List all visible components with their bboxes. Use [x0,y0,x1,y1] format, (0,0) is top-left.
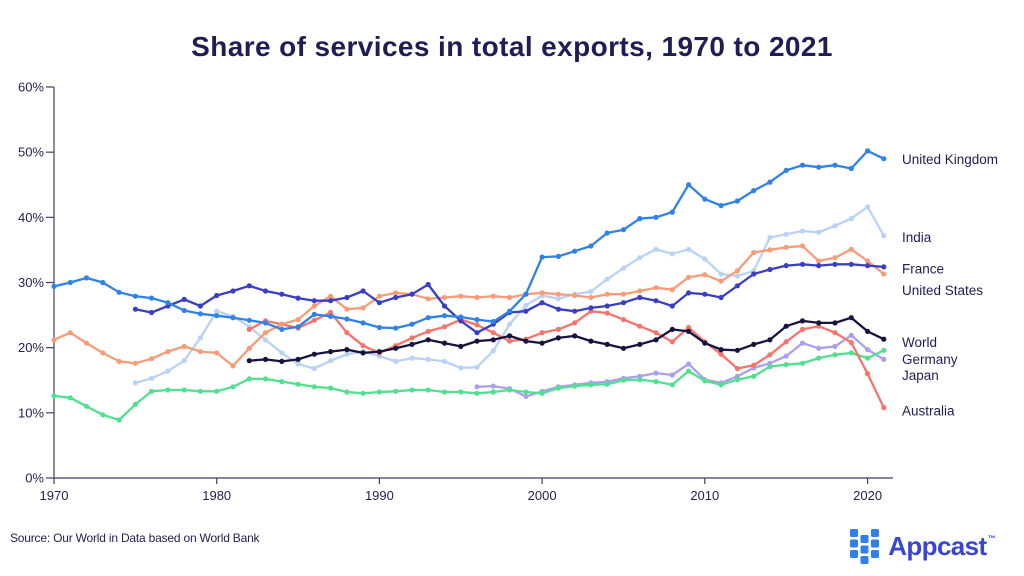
series-line-united-states [52,244,885,368]
series-label-france: France [902,261,944,276]
appcast-logo: Appcast™ [850,526,996,566]
series-label-germany: Germany [902,352,958,367]
series-points-world [246,315,887,364]
appcast-grid-icon [850,529,880,564]
appcast-wordmark: Appcast™ [888,531,996,561]
series-label-japan: Japan [902,368,939,383]
y-tick-label: 20% [18,340,44,355]
x-tick-label: 1990 [365,488,394,503]
series-line-united-kingdom [52,149,885,331]
axes [53,87,893,479]
y-tick-label: 0% [25,471,44,486]
series-label-australia: Australia [902,403,955,418]
x-tick-label: 1970 [40,488,69,503]
series-points-france [132,261,887,336]
y-tick-label: 10% [18,405,44,420]
series-line-australia [248,310,885,409]
series-label-united-kingdom: United Kingdom [902,152,998,167]
series-points-india [132,204,887,386]
series-line-world [248,316,885,363]
y-tick-label: 60% [18,80,44,95]
x-tick-label: 1980 [202,488,231,503]
trademark-symbol: ™ [987,534,996,543]
series-line-germany [52,349,885,422]
series-points-germany [51,347,887,423]
x-tick-label: 2020 [853,488,882,503]
series-points-australia [246,308,887,411]
y-tick-label: 50% [18,145,44,160]
y-tick-label: 30% [18,275,44,290]
series-line-japan [475,334,885,398]
x-tick-label: 2000 [528,488,557,503]
y-tick-label: 40% [18,210,44,225]
x-tick-label: 2010 [690,488,719,503]
series-label-india: India [902,230,932,245]
chart-title: Share of services in total exports, 1970… [191,31,833,62]
series-label-united-states: United States [902,283,983,298]
series-label-world: World [902,335,937,350]
series-points-united-kingdom [51,148,887,332]
source-note: Source: Our World in Data based on World… [10,531,260,545]
